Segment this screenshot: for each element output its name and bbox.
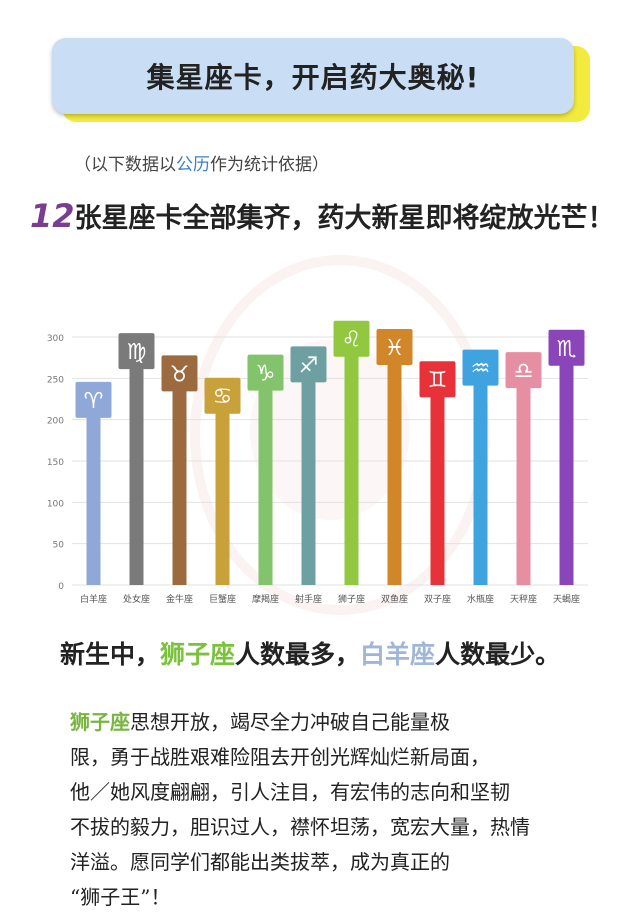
- y-tick-label: 200: [47, 417, 64, 427]
- x-tick-label: 射手座: [295, 593, 322, 605]
- y-tick-label: 150: [47, 458, 64, 468]
- zodiac-card: [462, 349, 499, 386]
- zodiac-symbol-icon: ♒: [471, 357, 491, 382]
- bar: [301, 378, 316, 585]
- x-tick-label: 摩羯座: [252, 593, 279, 605]
- para-line-6: “狮子王”！: [70, 885, 171, 909]
- para-line-5: 洋溢。愿同学们都能出类拔萃，成为真正的: [70, 850, 450, 874]
- zodiac-card: [505, 352, 542, 389]
- zodiac-card: [290, 346, 327, 383]
- zodiac-symbol-icon: ♈: [84, 389, 104, 414]
- zodiac-symbol-icon: ♉: [170, 362, 190, 387]
- para-line-3: 他／她风度翩翩，引人注目，有宏伟的志向和坚韧: [70, 780, 510, 804]
- zodiac-card: [376, 328, 413, 365]
- headline-number: 12: [30, 197, 75, 235]
- x-tick-label: 巨蟹座: [209, 593, 236, 605]
- zodiac-card: [333, 320, 370, 357]
- summary-aries: 白羊座: [360, 640, 436, 669]
- zodiac-card: [161, 355, 198, 392]
- x-tick-label: 天蝎座: [553, 593, 580, 605]
- bar: [559, 361, 574, 585]
- note-suffix: 作为统计依据）: [210, 155, 329, 175]
- bar: [129, 365, 144, 585]
- leo-description: 狮子座思想开放，竭尽全力冲破自己能量极 限，勇于战胜艰难险阻去开创光辉灿烂新局面…: [70, 705, 615, 915]
- zodiac-symbol-icon: ♓: [385, 336, 405, 361]
- x-tick-label: 双鱼座: [381, 593, 408, 605]
- bar: [430, 393, 445, 585]
- y-tick-label: 250: [47, 375, 64, 385]
- bar: [215, 409, 230, 585]
- summary-part1: 新生中，: [60, 640, 161, 669]
- para-line-1: 狮子座思想开放，竭尽全力冲破自己能量极: [70, 705, 615, 740]
- x-tick-label: 白羊座: [80, 593, 107, 605]
- zodiac-symbol-icon: ♐: [299, 353, 319, 378]
- bar: [473, 381, 488, 585]
- summary-part2: 人数最多，: [235, 640, 361, 669]
- zodiac-card: [75, 381, 112, 418]
- banner-title: 集星座卡，开启药大奥秘!: [146, 61, 480, 94]
- title-banner: 集星座卡，开启药大奥秘!: [52, 38, 574, 114]
- data-source-note: （以下数据以公历作为统计依据）: [74, 150, 329, 175]
- zodiac-card: [548, 329, 585, 366]
- y-tick-label: 100: [47, 499, 64, 509]
- zodiac-symbol-icon: ♎: [514, 359, 534, 384]
- para-line-2: 限，勇于战胜艰难险阻去开创光辉灿烂新局面，: [70, 745, 490, 769]
- bar: [172, 387, 187, 585]
- bar: [516, 384, 531, 585]
- y-tick-label: 300: [47, 334, 64, 344]
- para-text-1: 思想开放，竭尽全力冲破自己能量极: [130, 710, 450, 734]
- headline-text: 张星座卡全部集齐，药大新星即将绽放光芒！: [74, 203, 615, 234]
- para-line-4: 不拔的毅力，胆识过人，襟怀坦荡，宽宏大量，热情: [70, 815, 530, 839]
- x-tick-label: 金牛座: [166, 593, 193, 605]
- x-tick-label: 水瓶座: [467, 593, 494, 605]
- zodiac-symbol-icon: ♑: [256, 362, 276, 387]
- x-tick-label: 处女座: [123, 593, 150, 605]
- summary-line: 新生中，狮子座人数最多，白羊座人数最少。: [60, 635, 560, 671]
- note-prefix: （以下数据以: [74, 155, 176, 175]
- x-tick-label: 双子座: [424, 593, 451, 605]
- zodiac-symbol-icon: ♍: [127, 340, 147, 365]
- summary-part3: 人数最少。: [435, 640, 561, 669]
- bar: [387, 360, 402, 585]
- bar: [258, 386, 273, 585]
- headline: 12张星座卡全部集齐，药大新星即将绽放光芒！: [30, 196, 615, 235]
- bar: [344, 352, 359, 585]
- summary-leo: 狮子座: [160, 640, 236, 669]
- bar: [86, 413, 101, 585]
- zodiac-bar-chart: 0 50 100 150 200 250 300 ♈ 白羊座 ♍ 处女座 ♉ 金牛座 ♋ 巨蟹座 ♑ 摩羯座 ♐ 射…: [47, 320, 588, 605]
- zodiac-symbol-icon: ♏: [557, 337, 577, 362]
- zodiac-symbol-icon: ♋: [213, 385, 233, 410]
- zodiac-card: [247, 354, 284, 391]
- zodiac-card: [419, 361, 456, 398]
- para-leo: 狮子座: [70, 710, 130, 734]
- zodiac-symbol-icon: ♊: [428, 368, 448, 393]
- y-tick-label: 0: [58, 582, 64, 592]
- note-highlight: 公历: [176, 155, 210, 175]
- x-tick-label: 狮子座: [338, 593, 365, 605]
- x-tick-label: 天秤座: [510, 593, 537, 605]
- zodiac-symbol-icon: ♌: [342, 328, 362, 353]
- zodiac-card: [118, 333, 155, 370]
- y-tick-label: 50: [53, 541, 65, 551]
- zodiac-card: [204, 377, 241, 414]
